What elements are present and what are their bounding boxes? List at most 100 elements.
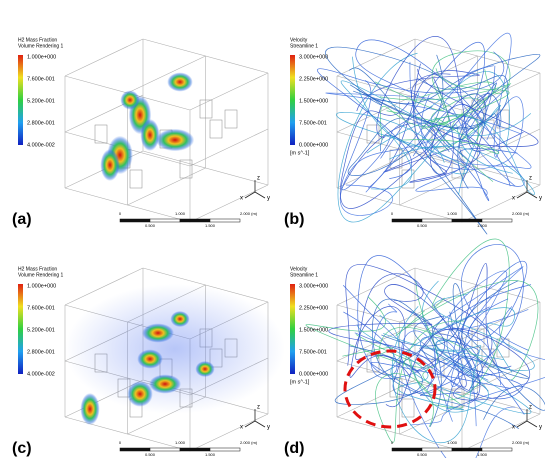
- streamline: [395, 280, 539, 380]
- streamline: [340, 80, 532, 190]
- colorbar-tick-label: 2.800e-001: [27, 349, 55, 355]
- legend-title: Velocity: [290, 266, 308, 272]
- scale-bar-segment: [481, 218, 513, 223]
- streamline: [349, 84, 502, 128]
- scale-bar-label: 1.500: [205, 223, 216, 228]
- box-edge: [64, 38, 144, 77]
- axis-triad-arrow: [254, 420, 266, 428]
- streamline: [431, 97, 494, 182]
- hydrogen-plume: [170, 311, 190, 327]
- streamline: [356, 70, 480, 189]
- colorbar-unit: [m s^-1]: [290, 379, 310, 385]
- box-edge: [189, 72, 269, 111]
- colorbar-tick-label: 7.500e-001: [299, 349, 327, 355]
- colorbar-tick-label: 5.200e-001: [27, 98, 55, 104]
- hydrogen-haze: [65, 284, 285, 414]
- colorbar-tick-label: 1.500e+000: [299, 98, 328, 104]
- colorbar-tick-label: 7.600e-001: [27, 305, 55, 311]
- colorbar-tick-label: 1.000e+000: [27, 54, 56, 60]
- axis-triad-arrow: [526, 420, 538, 428]
- colorbar-tick-label: 7.600e-001: [27, 76, 55, 82]
- scale-bar-segment: [209, 447, 241, 452]
- scale-bar-label: 1.000: [175, 440, 186, 445]
- scale-bar-label: 1.500: [205, 452, 216, 457]
- box-edge: [336, 267, 416, 306]
- scale-bar-segment: [481, 447, 513, 452]
- axis-triad-label: x: [512, 425, 515, 431]
- colorbar: [290, 55, 295, 145]
- box-edge: [399, 167, 478, 206]
- legend-title: H2 Mass Fraction: [18, 37, 57, 43]
- colorbar-tick-label: 2.250e+000: [299, 305, 328, 311]
- hydrogen-plume: [140, 119, 160, 151]
- scale-bar-segment: [179, 447, 211, 452]
- colorbar-tick-label: 4.000e-002: [27, 142, 55, 148]
- axis-triad-arrow: [516, 420, 528, 428]
- axis-triad-arrow: [516, 191, 528, 199]
- axis-triad-label: z: [529, 405, 532, 411]
- streamline: [355, 334, 463, 409]
- scale-bar-segment: [179, 218, 211, 223]
- equipment: [94, 124, 108, 144]
- axis-triad-arrow: [526, 191, 538, 199]
- box-edge: [336, 94, 416, 133]
- hydrogen-plume: [80, 393, 100, 425]
- axis-triad-label: z: [257, 176, 260, 182]
- equipment: [224, 109, 238, 129]
- box-edge: [189, 128, 269, 167]
- streamline: [342, 327, 489, 364]
- streamline: [415, 94, 488, 196]
- scale-bar-segment: [119, 447, 151, 452]
- streamline: [380, 42, 486, 159]
- scale-bar-label: 1.000: [175, 211, 186, 216]
- streamline: [412, 104, 525, 187]
- scale-bar-label: 0.500: [417, 223, 428, 228]
- streamline: [408, 238, 510, 401]
- streamline: [305, 280, 439, 369]
- legend-title: Volume Rendering 1: [18, 43, 64, 49]
- legend-title: Volume Rendering 1: [18, 272, 64, 278]
- panel-label: (b): [284, 211, 304, 228]
- colorbar-tick-label: 0.000e+000: [299, 142, 328, 148]
- colorbar-tick-label: 5.200e-001: [27, 327, 55, 333]
- equipment: [451, 388, 465, 408]
- colorbar-tick-label: 1.000e+000: [27, 283, 56, 289]
- axis-triad-label: y: [267, 425, 270, 431]
- highlight-circle: [343, 349, 437, 429]
- box-edge: [461, 128, 541, 167]
- equipment: [401, 398, 415, 418]
- scale-bar-label: 2.000 (m): [240, 211, 258, 216]
- box-edge: [461, 72, 541, 111]
- streamline: [434, 339, 477, 427]
- axis-triad-arrow: [244, 191, 256, 199]
- streamline: [342, 284, 523, 400]
- streamline: [365, 32, 512, 193]
- streamline: [345, 264, 493, 391]
- streamline: [349, 306, 411, 381]
- axis-triad-arrow: [254, 191, 266, 199]
- legend-title: Streamline 1: [290, 43, 318, 49]
- axis-triad-label: z: [257, 405, 260, 411]
- streamline: [452, 260, 528, 377]
- hydrogen-plume: [137, 349, 163, 369]
- streamline: [376, 36, 524, 152]
- scale-bar-label: 1.000: [447, 211, 458, 216]
- streamline: [457, 263, 512, 388]
- streamline: [352, 56, 501, 195]
- streamline: [401, 330, 516, 463]
- scale-bar-label: 1.000: [447, 440, 458, 445]
- streamline: [340, 80, 433, 191]
- scale-bar-label: 0: [119, 440, 122, 445]
- scale-bar-segment: [209, 218, 241, 223]
- colorbar-tick-label: 0.000e+000: [299, 371, 328, 377]
- colorbar: [290, 284, 295, 374]
- legend-title: Streamline 1: [290, 272, 318, 278]
- colorbar: [18, 284, 23, 374]
- scale-bar-segment: [149, 447, 181, 452]
- colorbar: [18, 55, 23, 145]
- colorbar-tick-label: 2.800e-001: [27, 120, 55, 126]
